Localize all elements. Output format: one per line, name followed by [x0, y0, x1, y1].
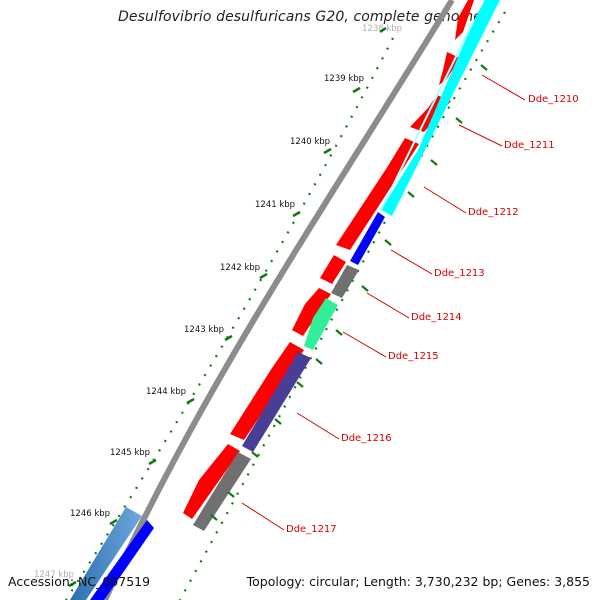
gc-dotted-track-outer	[65, 37, 394, 600]
cds-slate-1216[interactable]	[242, 352, 311, 452]
gene-label-dde-1216[interactable]: Dde_1216	[341, 433, 392, 444]
kbp-label: 1244 kbp	[146, 387, 186, 397]
cds-green-1215[interactable]	[304, 298, 338, 350]
inner-tick-marks	[210, 64, 488, 521]
map-title: Desulfovibrio desulfuricans G20, complet…	[118, 9, 482, 25]
gene-label-dde-1213[interactable]: Dde_1213	[434, 268, 485, 279]
gene-label-dde-1215[interactable]: Dde_1215	[388, 351, 439, 362]
kbp-label: 1241 kbp	[255, 200, 295, 210]
genome-summary-text: Topology: circular; Length: 3,730,232 bp…	[246, 574, 590, 589]
kbp-label: 1246 kbp	[70, 509, 110, 519]
gene-1209-feature[interactable]	[455, 0, 474, 40]
cds-blue-1213[interactable]	[350, 212, 385, 265]
kbp-tick-marks	[68, 26, 387, 588]
gene-label-dde-1217[interactable]: Dde_1217	[286, 524, 337, 535]
gene-1212-feature[interactable]	[336, 138, 419, 250]
gene-1214-feature[interactable]	[292, 288, 331, 336]
cds-grey-1214[interactable]	[331, 265, 359, 298]
forward-gene-track	[183, 0, 474, 519]
gene-label-dde-1211[interactable]: Dde_1211	[504, 140, 555, 151]
kbp-label: 1247 kbp	[34, 570, 74, 580]
kbp-label: 1239 kbp	[324, 74, 364, 84]
accession-text: Accession: NC_007519	[8, 574, 151, 589]
gene-label-leaders	[241, 74, 526, 531]
gene-label-dde-1212[interactable]: Dde_1212	[468, 207, 519, 218]
gene-1213-feature[interactable]	[320, 255, 346, 284]
cds-grey-1217[interactable]	[193, 452, 251, 531]
gene-label-dde-1210[interactable]: Dde_1210	[528, 94, 579, 105]
kbp-label: 1242 kbp	[220, 263, 260, 273]
cds-cyan-highlight	[380, 19, 475, 211]
gene-labels: Dde_1210 Dde_1211 Dde_1212 Dde_1213 Dde_…	[286, 94, 579, 535]
kbp-label: 1238 kbp	[362, 24, 402, 34]
gene-1215-feature[interactable]	[230, 342, 304, 440]
kbp-label: 1243 kbp	[184, 325, 224, 335]
cds-steelblue-lower[interactable]	[70, 507, 142, 600]
cds-cyan-track	[381, 0, 500, 216]
cds-blue-lower[interactable]	[90, 520, 154, 600]
gene-1217-feature[interactable]	[183, 444, 240, 519]
genome-backbone	[102, 0, 455, 600]
kbp-label: 1245 kbp	[110, 448, 150, 458]
gc-dotted-track-inner	[179, 11, 506, 600]
kbp-label-group: 1238 kbp 1239 kbp 1240 kbp 1241 kbp 1242…	[34, 24, 402, 580]
kbp-label: 1240 kbp	[290, 137, 330, 147]
gene-label-dde-1214[interactable]: Dde_1214	[411, 312, 462, 323]
